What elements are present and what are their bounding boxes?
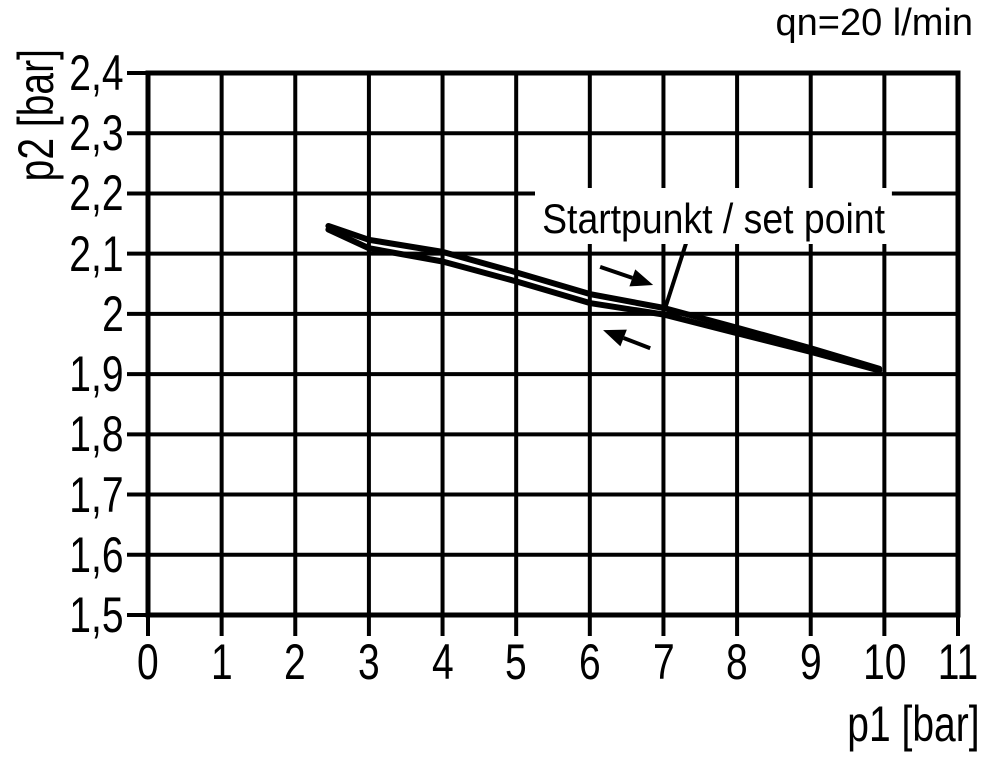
x-tick-label-text: 1 (210, 634, 233, 690)
y-tick-label-text: 1,8 (69, 406, 124, 463)
direction-arrow-right-head-icon (629, 269, 654, 287)
y-tick-label: 1,9 (0, 348, 124, 400)
x-tick-label-text: 2 (284, 634, 307, 690)
y-tick-label: 2,1 (0, 228, 124, 280)
y-tick-label: 2,3 (0, 107, 124, 159)
x-axis-label-text: p1 [bar] (847, 696, 980, 752)
x-tick-label: 1 (177, 636, 267, 688)
x-tick-label: 2 (250, 636, 340, 688)
x-tick-label: 7 (618, 636, 708, 688)
y-tick-label-text: 1,5 (69, 587, 124, 643)
x-tick-label-text: 10 (862, 634, 907, 690)
setpoint-leader-line (663, 237, 690, 308)
y-tick-label-text: 2,2 (69, 165, 124, 222)
x-tick-label: 5 (471, 636, 561, 688)
y-tick-label: 1,7 (0, 469, 124, 521)
y-tick-label: 2 (0, 288, 124, 340)
direction-arrow-left-head-icon (603, 329, 627, 347)
direction-arrow-right (599, 265, 633, 280)
y-tick-label-text: 1,6 (69, 526, 124, 583)
curve-upper-branch (325, 222, 883, 372)
y-tick-label: 2,4 (0, 47, 124, 99)
direction-arrow-left (622, 336, 651, 351)
y-tick-label-text: 2,1 (69, 225, 124, 282)
x-tick-label-text: 5 (505, 634, 528, 690)
y-tick-label: 1,8 (0, 408, 124, 460)
x-tick-label: 6 (545, 636, 635, 688)
x-tick-label: 3 (324, 636, 414, 688)
x-axis-label: p1 [bar] (810, 698, 980, 750)
y-tick-label-text: 1,9 (69, 346, 124, 403)
x-tick-label-text: 0 (137, 634, 159, 690)
x-tick-label: 9 (766, 636, 856, 688)
y-tick-label-text: 2,4 (69, 45, 124, 101)
chart-title: qn=20 l/min (775, 2, 973, 44)
y-tick-label: 1,6 (0, 529, 124, 581)
curve-lower-branch (325, 226, 883, 374)
x-tick-label-text: 11 (937, 634, 979, 690)
y-tick-label: 1,5 (0, 589, 124, 641)
x-tick-label: 0 (103, 636, 193, 688)
x-tick-label-text: 8 (726, 634, 748, 690)
setpoint-annotation: Startpunkt / set point (535, 188, 893, 244)
x-tick-label: 4 (398, 636, 488, 688)
y-tick-label-text: 2,3 (69, 105, 124, 162)
x-tick-label-text: 6 (578, 634, 601, 690)
x-tick-label-text: 3 (358, 634, 380, 690)
y-tick-label-text: 2 (102, 285, 124, 342)
x-tick-label: 10 (839, 636, 929, 688)
x-tick-label-text: 7 (652, 634, 675, 690)
x-tick-label-text: 9 (799, 634, 822, 690)
x-tick-label: 11 (913, 636, 1000, 688)
x-tick-label: 8 (692, 636, 782, 688)
y-tick-label-text: 1,7 (69, 466, 124, 523)
x-tick-label-text: 4 (431, 634, 454, 690)
plot-border (145, 70, 961, 618)
y-tick-label: 2,2 (0, 167, 124, 219)
